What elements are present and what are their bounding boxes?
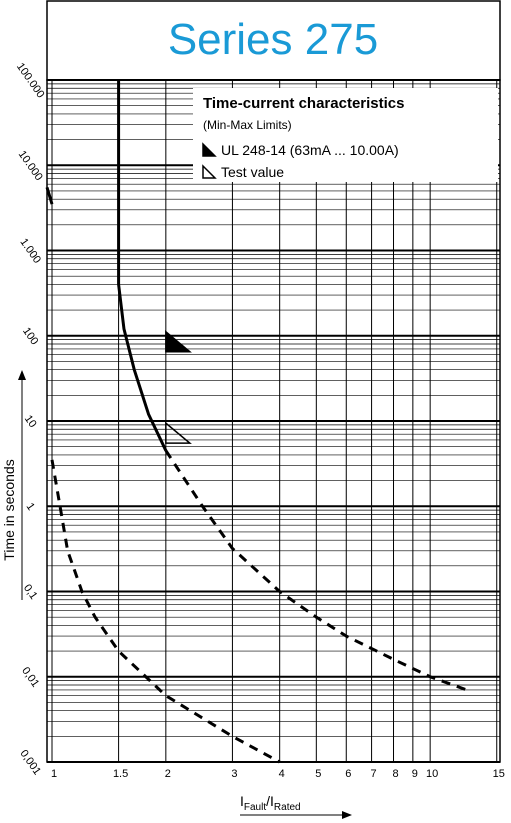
x-tick-label: 10	[426, 768, 438, 780]
y-tick-group: 10	[22, 413, 39, 430]
x-arrow-head	[342, 811, 352, 819]
legend-label: UL 248-14 (63mA ... 10.00A)	[221, 142, 399, 158]
y-tick-label: 100	[20, 325, 40, 347]
test-marker	[165, 421, 192, 444]
test-marker	[165, 330, 192, 353]
x-label-sub: Fault	[244, 802, 266, 813]
y-tick-group: 1.000	[17, 236, 43, 265]
legend-title: Time-current characteristics	[203, 95, 404, 112]
y-tick-group: 0,01	[19, 665, 41, 689]
x-label-part: I	[240, 793, 244, 809]
x-tick-label: 5	[315, 768, 321, 780]
y-tick-group: 0,1	[21, 582, 40, 601]
y-tick-label: 0,1	[21, 582, 40, 601]
y-tick-label: 10.000	[16, 149, 45, 183]
y-tick-group: 1	[24, 501, 37, 513]
x-axis-label: IFault/IRated	[240, 793, 301, 813]
series-line	[164, 449, 468, 692]
x-tick-label: 9	[412, 768, 418, 780]
x-label-part: I	[270, 793, 274, 809]
y-tick-group: 100.000	[14, 61, 47, 100]
series-line	[45, 80, 168, 452]
x-label-part: /	[266, 793, 270, 809]
chart-title: Series 275	[168, 15, 378, 64]
y-tick-group: 10.000	[16, 149, 45, 183]
y-tick-label: 0,001	[17, 748, 43, 777]
y-axis-label: Time in seconds	[1, 459, 17, 560]
legend: UL 248-14 (63mA ... 10.00A) Test value	[202, 142, 399, 180]
x-tick-label: 6	[345, 768, 351, 780]
y-tick-group: 0,001	[17, 748, 43, 777]
x-tick-label: 4	[279, 768, 285, 780]
y-arrow-head	[18, 370, 26, 380]
y-label-group: Time in seconds	[1, 459, 17, 560]
y-tick-label: 1.000	[17, 236, 43, 265]
x-tick-label: 15	[493, 768, 505, 780]
y-tick-label: 0,01	[19, 665, 41, 689]
series-line	[50, 459, 281, 764]
legend-symbol	[202, 164, 217, 179]
legend-symbol	[202, 142, 217, 157]
x-tick-label: 7	[371, 768, 377, 780]
x-tick-label: 1	[51, 768, 57, 780]
x-tick-label: 3	[231, 768, 237, 780]
x-label-sub: Rated	[274, 802, 301, 813]
y-tick-group: 100	[20, 325, 40, 347]
header-box	[46, 0, 501, 81]
y-tick-label: 100.000	[14, 61, 47, 100]
x-tick-label: 2	[165, 768, 171, 780]
legend-subtitle: (Min-Max Limits)	[203, 118, 292, 132]
y-tick-label: 10	[22, 413, 39, 430]
x-tick-label: 8	[392, 768, 398, 780]
y-tick-label: 1	[24, 501, 37, 513]
x-tick-label: 1.5	[113, 768, 128, 780]
grid	[47, 79, 500, 763]
data	[45, 80, 468, 764]
plot-frame	[46, 79, 501, 763]
legend-label: Test value	[221, 164, 284, 180]
legend-box	[193, 88, 498, 182]
